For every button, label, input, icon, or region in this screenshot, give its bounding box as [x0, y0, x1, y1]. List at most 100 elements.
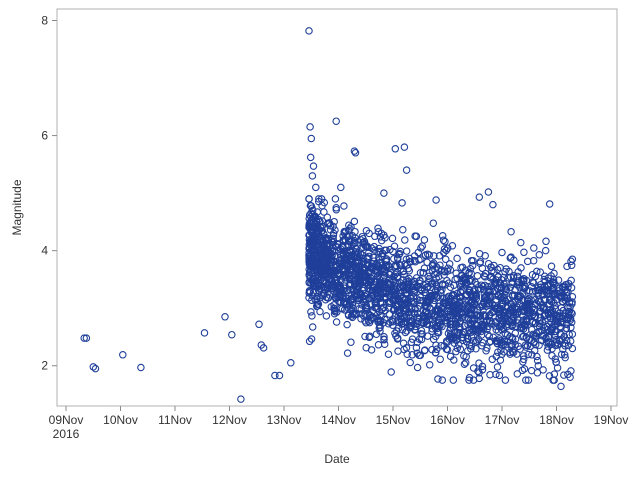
data-point	[345, 292, 354, 300]
data-point	[508, 291, 517, 299]
data-point	[332, 318, 341, 326]
data-point	[400, 270, 408, 279]
data-point	[366, 332, 374, 340]
data-point	[511, 335, 520, 343]
data-point	[444, 244, 452, 252]
data-point	[530, 346, 539, 355]
data-point	[443, 267, 452, 275]
data-point	[380, 189, 388, 197]
data-point	[311, 277, 319, 286]
data-point	[520, 365, 529, 373]
data-point	[496, 305, 504, 314]
data-point	[362, 301, 371, 310]
data-point	[484, 282, 492, 291]
data-point	[534, 361, 543, 370]
data-point	[332, 117, 340, 125]
data-point	[464, 334, 472, 343]
data-point	[527, 296, 535, 304]
data-point	[412, 344, 421, 352]
data-point	[533, 267, 541, 276]
data-point	[327, 256, 336, 265]
data-point	[373, 265, 381, 273]
data-point	[509, 273, 518, 281]
data-point	[495, 371, 504, 380]
data-point	[452, 294, 461, 303]
data-point	[568, 330, 577, 338]
data-point	[370, 242, 378, 251]
data-point	[539, 366, 547, 374]
data-point	[414, 317, 422, 326]
data-point	[548, 324, 556, 333]
data-point	[364, 262, 372, 270]
data-point	[545, 372, 554, 380]
data-point	[529, 279, 538, 287]
data-point	[431, 306, 439, 315]
data-point	[436, 355, 444, 364]
data-point	[436, 320, 444, 329]
data-point	[560, 351, 569, 359]
data-point	[391, 329, 399, 338]
data-point	[324, 294, 332, 302]
data-point	[337, 255, 346, 263]
data-point	[498, 296, 507, 305]
data-point	[438, 286, 446, 294]
data-point	[408, 335, 417, 343]
data-point	[309, 162, 318, 170]
data-point	[484, 188, 493, 196]
data-point	[364, 281, 372, 289]
data-point	[520, 248, 528, 257]
x-tick-label: 18Nov	[539, 413, 574, 427]
data-point	[549, 287, 558, 295]
data-point	[398, 199, 406, 207]
data-point	[508, 340, 516, 349]
data-point	[410, 288, 418, 297]
data-point	[562, 319, 571, 328]
data-point	[359, 243, 368, 251]
data-point	[498, 248, 506, 257]
data-point	[327, 275, 335, 283]
data-point	[502, 297, 510, 306]
data-point	[351, 238, 359, 247]
data-point	[376, 323, 384, 332]
data-point	[479, 306, 487, 315]
data-point	[442, 246, 451, 255]
data-point	[350, 147, 359, 155]
data-point	[381, 234, 389, 242]
data-point	[411, 232, 419, 240]
data-point	[370, 253, 378, 262]
data-point	[411, 326, 419, 334]
x-tick-label: 17Nov	[485, 413, 520, 427]
data-point	[502, 285, 511, 294]
x-tick-label: 15Nov	[376, 413, 411, 427]
data-point	[417, 330, 425, 338]
data-point	[353, 287, 361, 295]
data-point	[536, 268, 545, 276]
data-point	[428, 327, 436, 335]
data-point	[461, 359, 470, 367]
data-point	[492, 352, 501, 361]
data-point	[91, 364, 100, 373]
data-point	[544, 342, 552, 351]
data-point	[359, 270, 368, 279]
data-point	[481, 292, 490, 301]
data-point	[522, 301, 530, 309]
data-point	[441, 237, 449, 246]
data-point	[372, 298, 380, 307]
data-point	[376, 233, 385, 241]
data-point	[518, 366, 527, 375]
data-point	[450, 356, 458, 364]
data-point	[468, 261, 477, 270]
data-point	[335, 271, 344, 279]
x-tick-label: 10Nov	[103, 413, 138, 427]
data-point	[405, 254, 414, 263]
data-point	[322, 312, 331, 320]
data-point	[551, 355, 560, 363]
data-point	[425, 268, 434, 277]
data-point	[404, 264, 413, 273]
data-point	[469, 327, 478, 335]
data-point	[444, 292, 453, 301]
data-point	[275, 371, 284, 380]
data-point	[342, 251, 351, 259]
data-point	[334, 243, 342, 251]
data-point	[307, 279, 315, 287]
